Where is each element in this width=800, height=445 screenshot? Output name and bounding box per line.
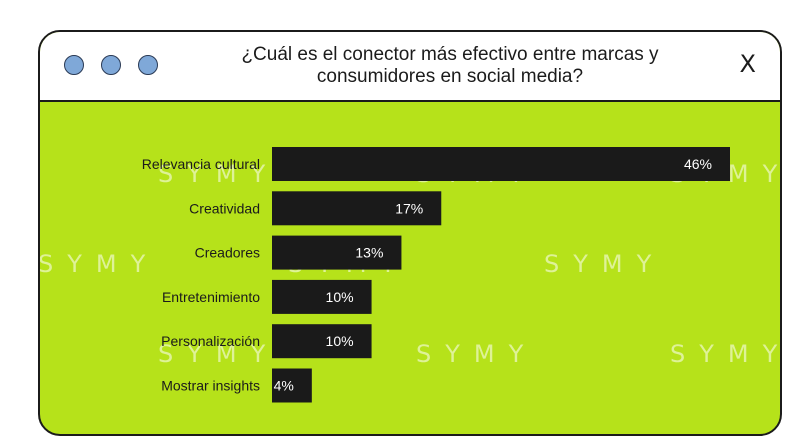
bar	[272, 368, 312, 403]
value-label: 10%	[326, 289, 354, 305]
category-label: Personalización	[161, 333, 260, 349]
value-label: 13%	[355, 245, 383, 261]
category-label: Creadores	[195, 245, 260, 261]
value-label: 17%	[395, 200, 423, 216]
watermark-text: SYMY	[544, 250, 666, 278]
watermark-text: SYMY	[158, 160, 280, 188]
category-label: Relevancia cultural	[142, 156, 260, 172]
category-label: Entretenimiento	[162, 289, 260, 305]
watermark-text: SYMY	[416, 340, 538, 368]
value-label: 46%	[684, 156, 712, 172]
bar	[272, 191, 442, 226]
category-label: Creatividad	[189, 200, 260, 216]
chart-title-line-2: consumidores en social media?	[316, 66, 584, 87]
title-bar: ¿Cuál es el conector más efectivo entre …	[40, 32, 780, 102]
window-dot-2	[101, 55, 121, 75]
chart-title-line-1: ¿Cuál es el conector más efectivo entre …	[241, 44, 659, 65]
watermark-text: SYMY	[158, 340, 280, 368]
category-label: Mostrar insights	[161, 378, 260, 394]
chart-window: ¿Cuál es el conector más efectivo entre …	[38, 30, 782, 436]
watermark-text: SYMY	[670, 340, 782, 368]
bar	[272, 147, 730, 181]
bar	[272, 279, 372, 314]
window-dot-1	[64, 55, 84, 75]
window-dot-3	[138, 55, 158, 75]
value-label: 4%	[274, 378, 294, 394]
close-icon[interactable]: X	[739, 50, 756, 78]
bar	[272, 235, 402, 270]
bar	[272, 324, 372, 359]
value-label: 10%	[326, 333, 354, 349]
watermark-text: SYMY	[38, 250, 160, 278]
bar-chart: Relevancia cultural 46% Creatividad 17% Crea…	[142, 147, 730, 403]
chart-title: ¿Cuál es el conector más efectivo entre …	[200, 44, 700, 88]
